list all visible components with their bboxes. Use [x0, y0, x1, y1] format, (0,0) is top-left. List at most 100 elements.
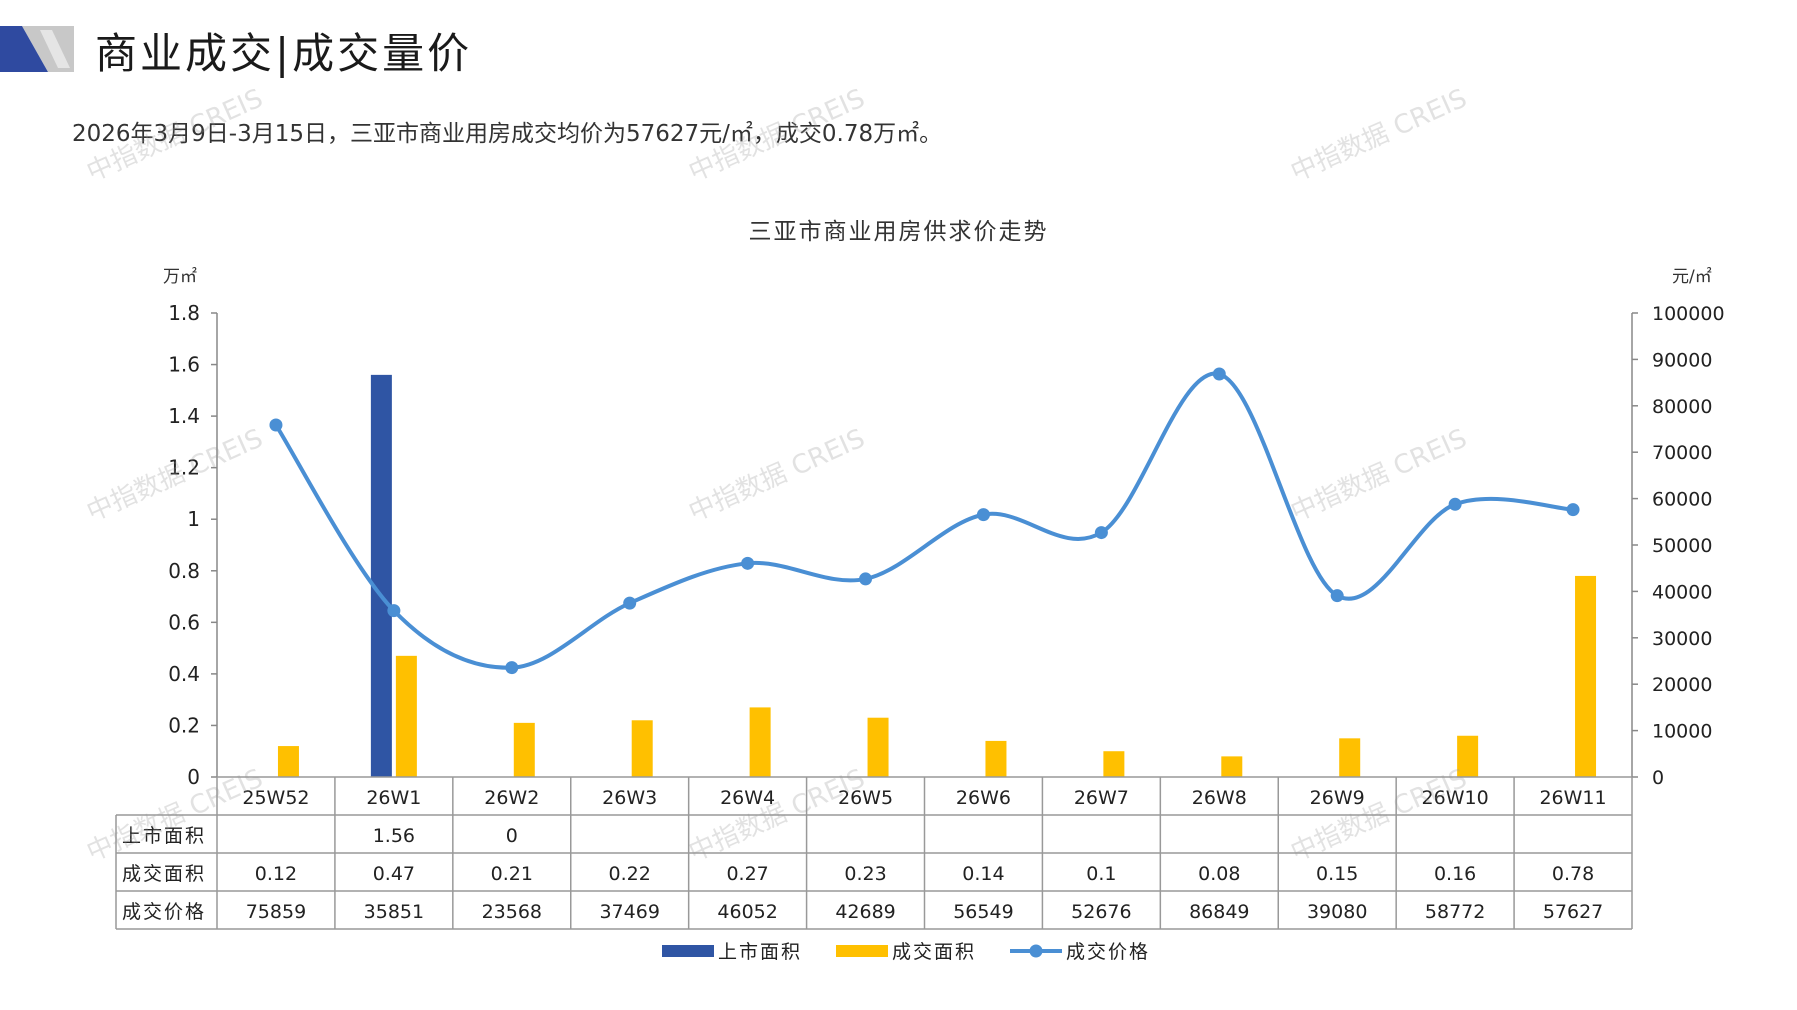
deal-bar — [277, 746, 299, 777]
watermark: 中指数据 CREIS — [1286, 423, 1472, 528]
table-cell: 0.14 — [962, 863, 1004, 885]
price-point — [269, 418, 283, 432]
table-cell: 86849 — [1189, 901, 1249, 923]
watermark: 中指数据 CREIS — [82, 763, 268, 868]
right-tick-label: 0 — [1652, 767, 1664, 789]
table-cell: 37469 — [599, 901, 659, 923]
right-tick-label: 10000 — [1652, 721, 1712, 743]
table-cell: 35851 — [364, 901, 424, 923]
left-tick-label: 0.6 — [168, 610, 200, 634]
table-cell: 0.15 — [1316, 863, 1358, 885]
deal-bar — [1221, 756, 1243, 777]
left-tick-label: 1.2 — [168, 456, 200, 480]
table-row-header: 成交面积 — [122, 863, 206, 885]
table-cell: 0.47 — [373, 863, 415, 885]
left-tick-label: 1.6 — [168, 353, 200, 377]
table-cell: 75859 — [246, 901, 306, 923]
category-label: 26W5 — [838, 787, 893, 809]
table-cell: 58772 — [1425, 901, 1485, 923]
price-point — [1330, 589, 1344, 603]
category-label: 26W9 — [1310, 787, 1365, 809]
table-cell: 39080 — [1307, 901, 1367, 923]
left-tick-label: 0.2 — [168, 713, 200, 737]
category-label: 26W10 — [1422, 787, 1489, 809]
category-label: 26W7 — [1074, 787, 1129, 809]
table-cell: 0.22 — [609, 863, 651, 885]
category-label: 26W3 — [602, 787, 657, 809]
table-row-header: 上市面积 — [122, 825, 206, 847]
price-point — [1094, 526, 1108, 540]
price-point — [976, 508, 990, 522]
deal-bar — [1575, 575, 1597, 777]
right-tick-label: 70000 — [1652, 442, 1712, 464]
table-cell: 0.1 — [1086, 863, 1116, 885]
category-label: 26W1 — [366, 787, 421, 809]
price-point — [505, 661, 519, 675]
left-tick-label: 1.4 — [168, 404, 200, 428]
watermark: 中指数据 CREIS — [684, 763, 870, 868]
logo-blue-shape — [0, 26, 48, 72]
deal-bar — [513, 722, 535, 777]
price-point — [859, 572, 873, 586]
table-cell: 0.27 — [726, 863, 768, 885]
table-cell: 0.78 — [1552, 863, 1594, 885]
legend-label-supply: 上市面积 — [718, 941, 802, 963]
right-tick-label: 80000 — [1652, 396, 1712, 418]
table-cell: 0.21 — [491, 863, 533, 885]
summary-text: 2026年3月9日-3月15日，三亚市商业用房成交均价为57627元/㎡，成交0… — [72, 121, 943, 147]
left-tick-label: 0.4 — [168, 662, 200, 686]
deal-bar — [1103, 751, 1125, 777]
table-cell: 42689 — [835, 901, 895, 923]
deal-bar — [1457, 735, 1479, 777]
table-cell: 0.16 — [1434, 863, 1476, 885]
table-cell: 0 — [506, 825, 518, 847]
price-point — [741, 556, 755, 570]
table-cell: 0.12 — [255, 863, 297, 885]
price-point — [1212, 367, 1226, 381]
left-tick-label: 0 — [187, 765, 200, 789]
left-tick-label: 1 — [187, 507, 200, 531]
watermark: 中指数据 CREIS — [1286, 763, 1472, 868]
left-tick-label: 1.8 — [168, 301, 200, 325]
table-cell: 46052 — [717, 901, 777, 923]
right-tick-label: 40000 — [1652, 581, 1712, 603]
table-cell: 1.56 — [373, 825, 415, 847]
left-tick-label: 0.8 — [168, 559, 200, 583]
table-row-header: 成交价格 — [122, 901, 206, 923]
right-tick-label: 60000 — [1652, 489, 1712, 511]
table-cell: 0.23 — [844, 863, 886, 885]
page-title: 商业成交|成交量价 — [95, 29, 473, 78]
price-line — [274, 371, 1574, 670]
price-point — [623, 596, 637, 610]
table-cell: 52676 — [1071, 901, 1131, 923]
chart-title: 三亚市商业用房供求价走势 — [748, 219, 1049, 245]
right-tick-label: 20000 — [1652, 674, 1712, 696]
table-cell: 0.08 — [1198, 863, 1240, 885]
brand-logo — [0, 26, 74, 72]
category-label: 26W6 — [956, 787, 1011, 809]
deal-bar — [867, 717, 889, 777]
deal-bar — [395, 655, 417, 777]
legend-label-price: 成交价格 — [1066, 941, 1150, 963]
table-cell: 56549 — [953, 901, 1013, 923]
category-label: 26W11 — [1539, 787, 1606, 809]
right-axis-unit: 元/㎡ — [1672, 267, 1712, 287]
right-tick-label: 100000 — [1652, 303, 1725, 325]
legend-swatch-deal — [836, 945, 888, 957]
category-label: 25W52 — [242, 787, 309, 809]
category-label: 26W4 — [720, 787, 775, 809]
category-label: 26W8 — [1192, 787, 1247, 809]
legend-marker-price — [1029, 944, 1043, 958]
deal-bar — [749, 707, 771, 777]
right-tick-label: 30000 — [1652, 628, 1712, 650]
category-label: 26W2 — [484, 787, 539, 809]
logo-slash-shape — [40, 30, 70, 68]
right-tick-label: 90000 — [1652, 349, 1712, 371]
supply-bar — [370, 374, 392, 777]
watermark: 中指数据 CREIS — [82, 423, 268, 528]
right-tick-label: 50000 — [1652, 535, 1712, 557]
left-axis-unit: 万㎡ — [163, 267, 197, 287]
price-point — [387, 604, 401, 618]
table-cell: 23568 — [482, 901, 542, 923]
